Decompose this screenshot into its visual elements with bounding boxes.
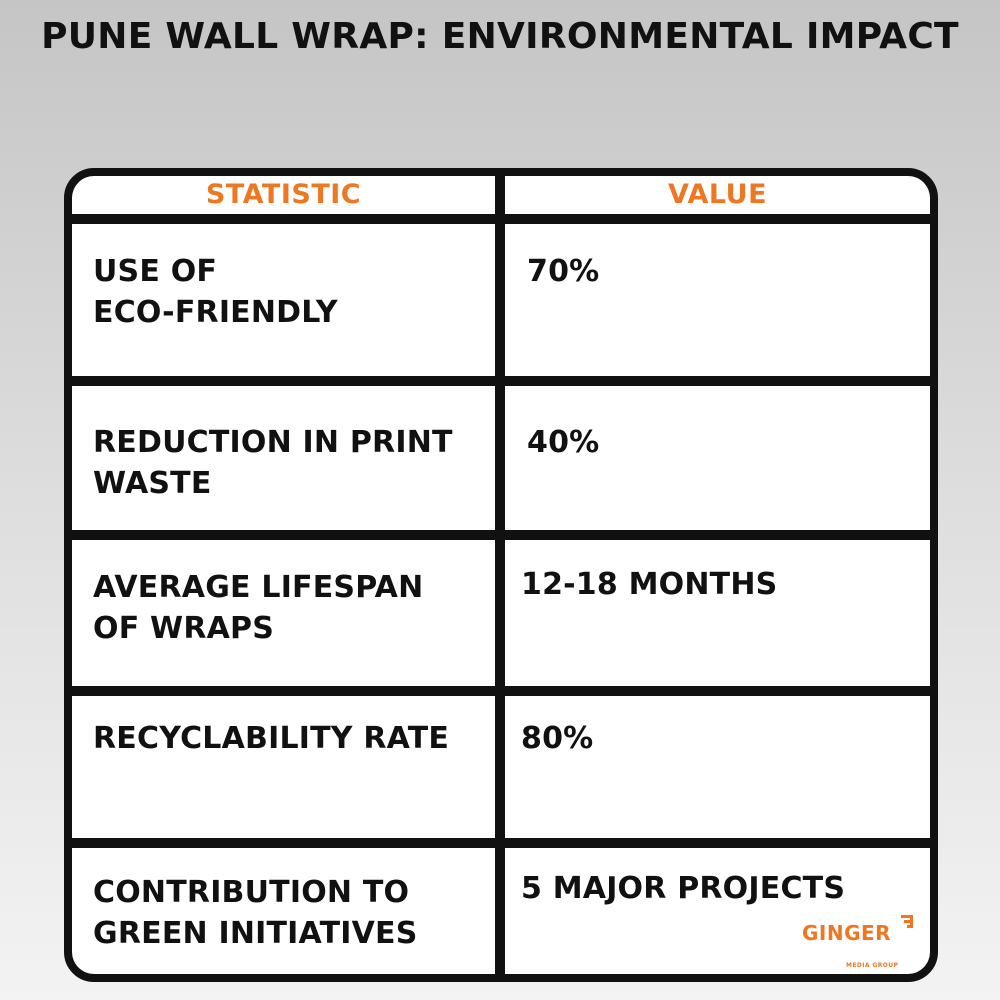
- table-cell-value: 40%: [505, 386, 930, 530]
- table-cell-statistic: CONTRIBUTION TO GREEN INITIATIVES: [72, 848, 495, 974]
- page-title: PUNE WALL WRAP: ENVIRONMENTAL IMPACT: [41, 16, 959, 57]
- statistic-line: WASTE: [93, 466, 212, 501]
- table-cell-value: 70%: [505, 224, 930, 376]
- logo-tagline: MEDIA GROUP: [846, 962, 899, 969]
- logo-mark-icon: [901, 915, 913, 928]
- statistic-line: USE OF: [93, 254, 218, 289]
- statistic-line: ECO-FRIENDLY: [93, 295, 338, 330]
- table-header-statistic: STATISTIC: [72, 176, 495, 214]
- statistic-line: GREEN INITIATIVES: [93, 916, 418, 951]
- stats-table: STATISTIC VALUE USE OF ECO-FRIENDLY 70% …: [64, 168, 938, 982]
- table-cell-statistic: RECYCLABILITY RATE: [72, 696, 495, 838]
- statistic-line: CONTRIBUTION TO: [93, 875, 410, 910]
- statistic-line: RECYCLABILITY RATE: [93, 721, 450, 756]
- table-cell-value: 12-18 MONTHS: [505, 540, 930, 686]
- ginger-media-group-logo: GINGER MEDIA GROUP: [802, 914, 914, 969]
- table-cell-statistic: REDUCTION IN PRINT WASTE: [72, 386, 495, 530]
- value-text: 5 MAJOR PROJECTS: [521, 871, 846, 906]
- statistic-line: OF WRAPS: [93, 611, 275, 646]
- table-cell-statistic: AVERAGE LIFESPAN OF WRAPS: [72, 540, 495, 686]
- table-header-value: VALUE: [505, 176, 930, 214]
- table-cell-value: 80%: [505, 696, 930, 838]
- statistic-line: AVERAGE LIFESPAN: [93, 570, 424, 605]
- table-cell-value: 5 MAJOR PROJECTS GINGER MEDIA GROUP: [505, 848, 930, 974]
- table-cell-statistic: USE OF ECO-FRIENDLY: [72, 224, 495, 376]
- logo-name: GINGER: [802, 921, 892, 945]
- statistic-line: REDUCTION IN PRINT: [93, 425, 453, 460]
